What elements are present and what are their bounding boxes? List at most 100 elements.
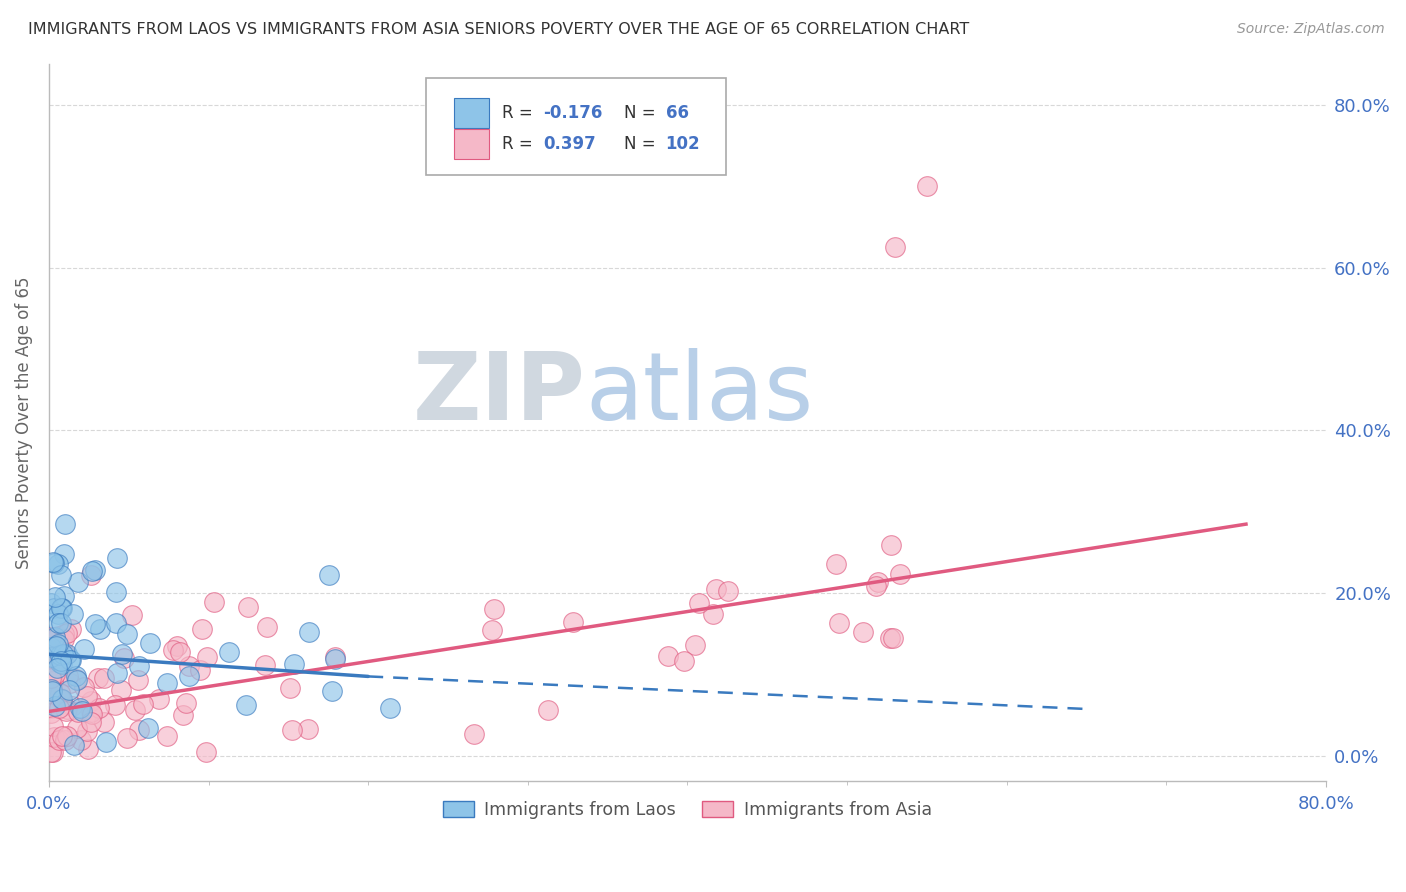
Point [39, 671, 62, 685]
Point [378, 701, 401, 715]
Point [254, 658, 277, 673]
Point [51, 692, 73, 706]
Point [66, 574, 89, 589]
Point [880, 538, 903, 552]
Point [56, 669, 79, 683]
Point [121, 607, 143, 622]
Text: 0.397: 0.397 [543, 136, 596, 153]
Point [868, 575, 890, 590]
Point [76, 741, 98, 756]
Point [39, 706, 62, 720]
Point [55, 647, 77, 661]
Point [39, 630, 62, 644]
Point [96, 734, 118, 748]
Point [128, 658, 150, 673]
Point [46, 637, 69, 651]
Text: 102: 102 [665, 136, 700, 153]
Point [104, 585, 127, 599]
Point [882, 631, 904, 645]
Point [46, 557, 69, 571]
Point [179, 659, 201, 673]
Text: IMMIGRANTS FROM LAOS VS IMMIGRANTS FROM ASIA SENIORS POVERTY OVER THE AGE OF 65 : IMMIGRANTS FROM LAOS VS IMMIGRANTS FROM … [28, 22, 969, 37]
Point [55, 704, 77, 718]
Point [889, 566, 911, 581]
Point [52, 547, 75, 561]
Point [323, 650, 346, 665]
Point [52, 647, 75, 661]
FancyBboxPatch shape [426, 78, 725, 175]
Text: R =: R = [502, 136, 538, 153]
Point [65, 672, 87, 686]
Point [66, 673, 89, 688]
Point [46, 661, 69, 675]
Point [136, 721, 159, 735]
Point [49, 648, 72, 662]
Point [84, 617, 107, 632]
Point [48, 700, 70, 714]
Point [59, 622, 82, 636]
Point [73, 680, 96, 694]
Point [39, 745, 62, 759]
Point [45, 639, 67, 653]
Text: -0.176: -0.176 [543, 103, 603, 122]
Bar [454, 98, 489, 128]
Point [824, 557, 846, 571]
Point [51, 729, 73, 743]
Point [49, 654, 72, 668]
Point [42, 601, 65, 615]
Point [148, 692, 170, 706]
Point [112, 651, 135, 665]
Point [42, 556, 65, 570]
Point [42, 745, 65, 759]
Point [44, 667, 66, 681]
Point [76, 723, 98, 738]
Point [39, 597, 62, 611]
Point [174, 696, 197, 710]
Point [72, 704, 94, 718]
Point [59, 676, 82, 690]
Point [44, 590, 66, 604]
Point [49, 692, 72, 706]
Point [73, 642, 96, 657]
Point [46, 616, 69, 631]
Point [169, 645, 191, 659]
Point [62, 607, 84, 622]
Point [49, 656, 72, 670]
Point [56, 626, 79, 640]
Point [702, 607, 724, 622]
Point [48, 651, 70, 665]
Point [41, 684, 63, 698]
Point [688, 596, 710, 610]
Point [865, 579, 887, 593]
Point [48, 690, 70, 705]
Point [66, 722, 89, 736]
Point [39, 701, 62, 715]
Point [879, 631, 901, 645]
Point [93, 714, 115, 729]
Point [156, 676, 179, 690]
Point [42, 632, 65, 646]
Point [105, 665, 128, 680]
Point [281, 723, 304, 737]
Point [704, 582, 727, 597]
Point [49, 567, 72, 582]
Point [44, 698, 66, 713]
Point [53, 517, 76, 532]
Point [49, 615, 72, 630]
Point [39, 650, 62, 665]
Point [195, 649, 218, 664]
Point [297, 723, 319, 737]
Point [59, 653, 82, 667]
Point [46, 629, 69, 643]
Point [202, 595, 225, 609]
Text: N =: N = [623, 136, 661, 153]
Point [80, 715, 103, 730]
Bar [454, 129, 489, 160]
Point [51, 601, 73, 615]
Point [321, 684, 343, 698]
Point [39, 682, 62, 697]
Point [127, 673, 149, 687]
Point [235, 698, 257, 712]
Point [80, 694, 103, 708]
Point [915, 179, 938, 194]
